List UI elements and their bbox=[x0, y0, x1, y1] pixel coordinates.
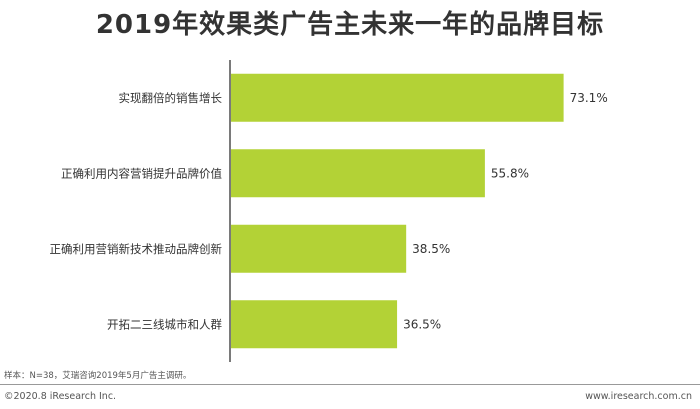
category-label-3: 开拓二三线城市和人群 bbox=[107, 317, 222, 331]
footer-divider bbox=[0, 384, 700, 385]
website-url: www.iresearch.com.cn bbox=[585, 391, 692, 402]
value-label-1: 55.8% bbox=[491, 166, 529, 180]
category-label-0: 实现翻倍的销售增长 bbox=[119, 91, 223, 105]
copyright-text: ©2020.8 iResearch Inc. bbox=[4, 391, 117, 402]
value-label-0: 73.1% bbox=[570, 91, 608, 105]
bar-3 bbox=[231, 300, 398, 349]
bar-2 bbox=[231, 224, 407, 273]
value-label-2: 38.5% bbox=[412, 242, 450, 256]
chart-title: 2019年效果类广告主未来一年的品牌目标 bbox=[95, 10, 605, 40]
bar-0 bbox=[231, 73, 564, 122]
value-label-3: 36.5% bbox=[403, 317, 441, 331]
category-label-1: 正确利用内容营销提升品牌价值 bbox=[61, 166, 222, 180]
category-label-2: 正确利用营销新技术推动品牌创新 bbox=[50, 242, 223, 256]
bar-1 bbox=[231, 149, 485, 198]
sample-note: 样本：N=38，艾瑞咨询2019年5月广告主调研。 bbox=[4, 371, 192, 381]
bar-chart: 实现翻倍的销售增长 73.1% 正确利用内容营销提升品牌价值 55.8% 正确利用营销新… bbox=[50, 60, 608, 362]
